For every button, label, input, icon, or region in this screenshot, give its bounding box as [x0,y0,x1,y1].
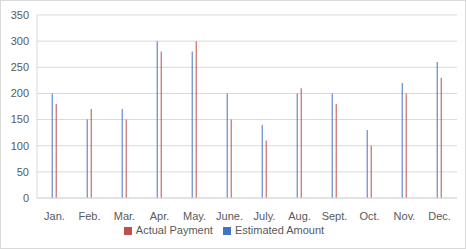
svg-text:200: 200 [11,87,29,99]
svg-text:Feb.: Feb. [78,210,100,222]
svg-text:250: 250 [11,61,29,73]
svg-text:May.: May. [183,210,206,222]
svg-text:Dec.: Dec. [428,210,451,222]
svg-text:50: 50 [17,166,29,178]
svg-text:100: 100 [11,140,29,152]
svg-text:150: 150 [11,113,29,125]
svg-text:Jan.: Jan. [44,210,65,222]
svg-text:350: 350 [11,9,29,21]
svg-text:Apr.: Apr. [150,210,170,222]
html-text:Actual Payment: Actual Payment [135,224,213,236]
svg-text:July.: July. [254,210,276,222]
svg-text:0: 0 [23,192,29,204]
svg-text:June.: June. [216,210,243,222]
svg-text:Sept.: Sept. [322,210,348,222]
svg-text:Mar.: Mar. [114,210,135,222]
svg-text:Nov.: Nov. [394,210,416,222]
svg-text:Aug.: Aug. [288,210,311,222]
html-text:Estimated Amount: Estimated Amount [234,224,325,236]
svg-text:Oct.: Oct. [359,210,379,222]
svg-text:300: 300 [11,35,29,47]
